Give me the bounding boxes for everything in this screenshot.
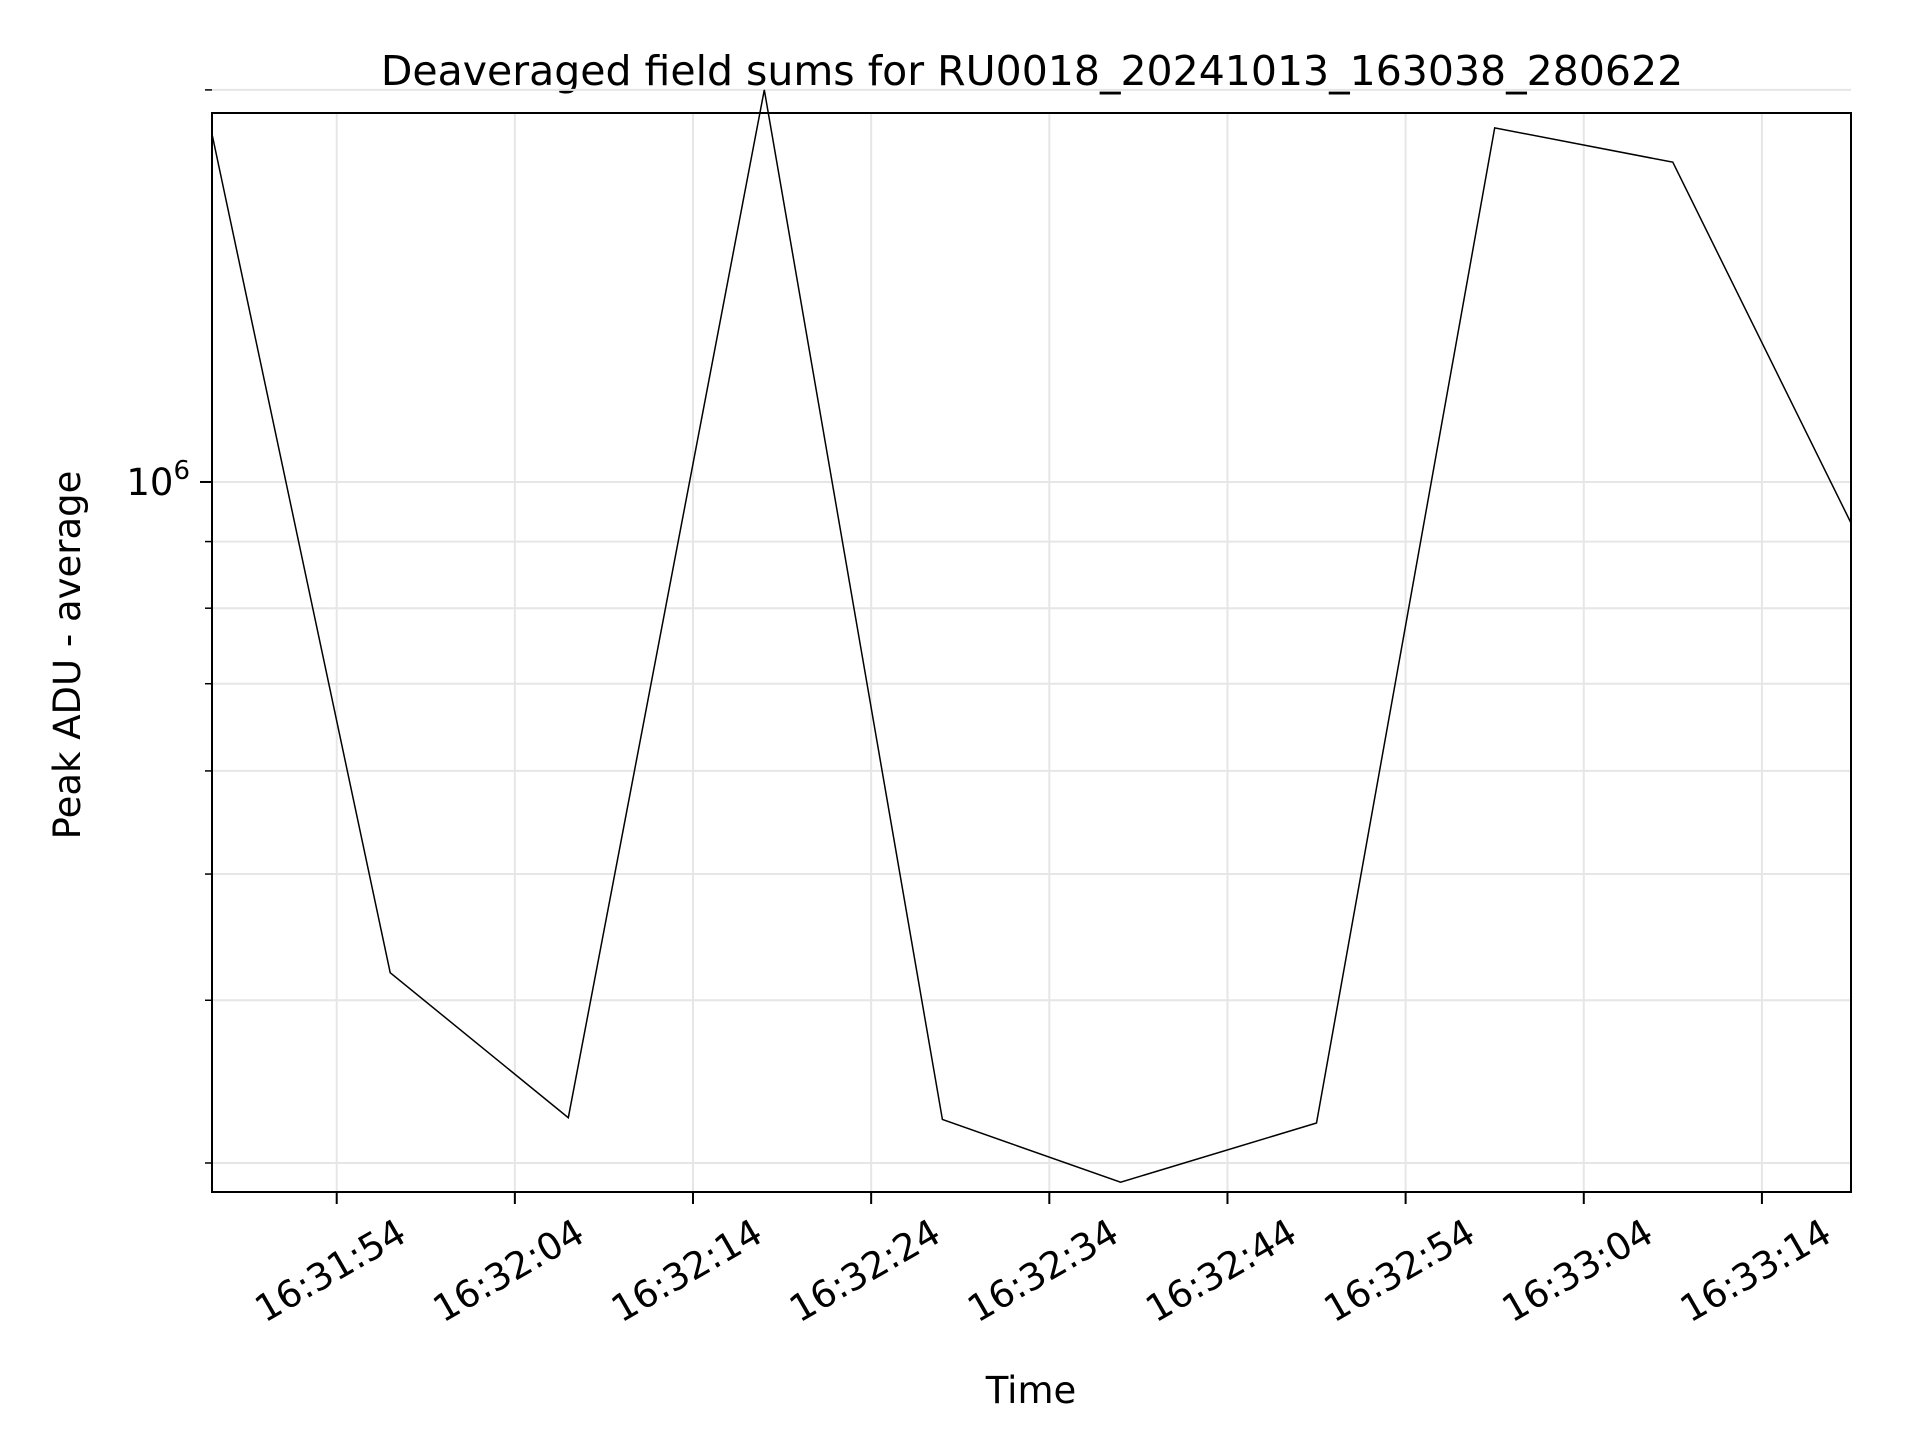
y-tick-base: 10 bbox=[126, 461, 173, 504]
chart-title: Deaveraged field sums for RU0018_2024101… bbox=[381, 47, 1683, 95]
y-axis-label: Peak ADU - average bbox=[46, 471, 89, 840]
x-tick-label: 16:32:54 bbox=[1317, 1211, 1482, 1331]
x-axis-label: Time bbox=[985, 1369, 1077, 1412]
x-tick-label: 16:33:14 bbox=[1673, 1211, 1838, 1331]
x-tick-label: 16:32:44 bbox=[1139, 1211, 1304, 1331]
x-tick-label: 16:31:54 bbox=[248, 1211, 413, 1331]
plot-frame bbox=[211, 112, 1852, 1193]
x-tick-label: 16:33:04 bbox=[1495, 1211, 1660, 1331]
x-tick-label: 16:32:04 bbox=[426, 1211, 591, 1331]
y-tick-exponent: 6 bbox=[173, 456, 190, 486]
grid bbox=[212, 88, 1851, 1192]
x-tick-label: 16:32:14 bbox=[604, 1211, 769, 1331]
y-tick-label: 106 bbox=[126, 456, 190, 504]
axis-ticks: 16:31:54 16:32:04 16:32:14 16:32:24 16:32:34… bbox=[126, 89, 1838, 1331]
x-tick-label: 16:32:34 bbox=[960, 1211, 1125, 1331]
series-line bbox=[211, 89, 1852, 1183]
x-tick-label: 16:32:24 bbox=[782, 1211, 947, 1331]
